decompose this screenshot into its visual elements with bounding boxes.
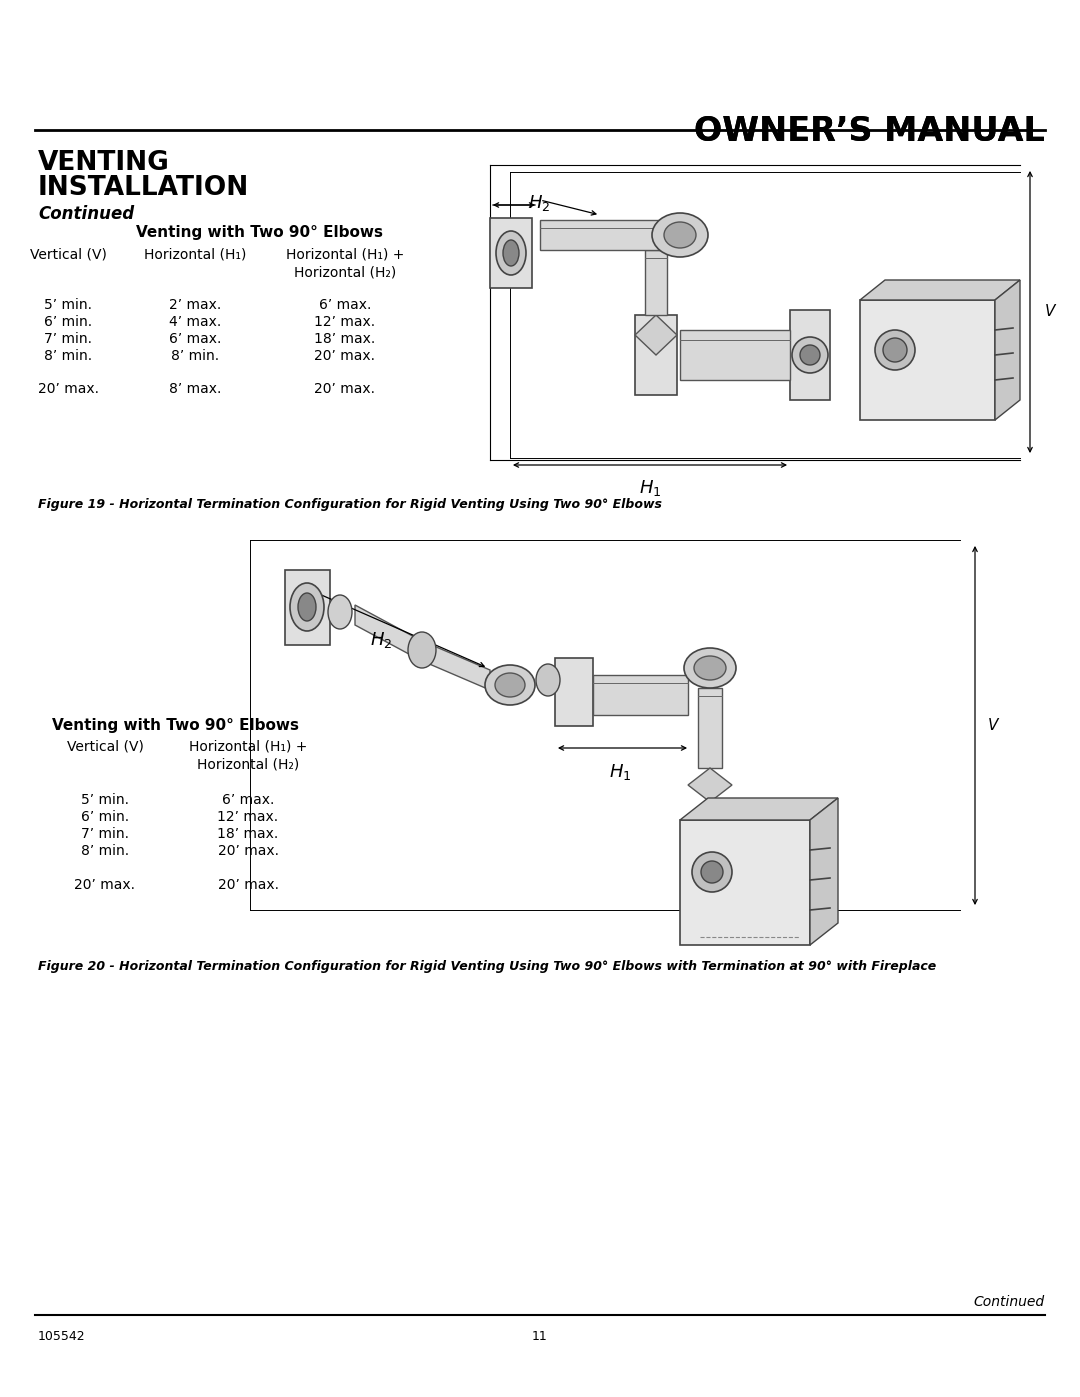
Text: Figure 20 - Horizontal Termination Configuration for Rigid Venting Using Two 90°: Figure 20 - Horizontal Termination Confi… <box>38 960 936 972</box>
Polygon shape <box>355 605 420 659</box>
Text: 20’ max.: 20’ max. <box>217 877 279 893</box>
Polygon shape <box>680 798 838 820</box>
Text: $\it{H}_2$: $\it{H}_2$ <box>370 630 392 650</box>
Bar <box>645 250 667 314</box>
Ellipse shape <box>408 631 436 668</box>
Ellipse shape <box>684 648 735 687</box>
Text: 20’ max.: 20’ max. <box>217 844 279 858</box>
Ellipse shape <box>503 240 519 265</box>
Ellipse shape <box>652 212 708 257</box>
Text: Vertical (V): Vertical (V) <box>29 249 107 263</box>
Polygon shape <box>860 279 1020 300</box>
Bar <box>490 218 532 288</box>
Text: 18’ max.: 18’ max. <box>314 332 376 346</box>
Text: 7’ min.: 7’ min. <box>44 332 92 346</box>
Text: 6’ min.: 6’ min. <box>81 810 130 824</box>
Text: OWNER’S MANUAL: OWNER’S MANUAL <box>694 115 1045 148</box>
Text: Continued: Continued <box>38 205 134 224</box>
Bar <box>285 570 330 645</box>
Text: 2’ max.: 2’ max. <box>168 298 221 312</box>
Text: 8’ min.: 8’ min. <box>171 349 219 363</box>
Bar <box>593 675 688 715</box>
Text: 6’ min.: 6’ min. <box>44 314 92 330</box>
Ellipse shape <box>883 338 907 362</box>
Text: Horizontal (H₁) +: Horizontal (H₁) + <box>286 249 404 263</box>
Ellipse shape <box>291 583 324 631</box>
Ellipse shape <box>496 231 526 275</box>
Text: 12’ max.: 12’ max. <box>217 810 279 824</box>
Bar <box>680 330 789 380</box>
Text: Venting with Two 90° Elbows: Venting with Two 90° Elbows <box>136 225 383 240</box>
Ellipse shape <box>495 673 525 697</box>
Text: 5’ min.: 5’ min. <box>44 298 92 312</box>
Text: 7’ min.: 7’ min. <box>81 827 129 841</box>
Text: 6’ max.: 6’ max. <box>221 793 274 807</box>
Ellipse shape <box>800 345 820 365</box>
Text: 20’ max.: 20’ max. <box>75 877 135 893</box>
Text: VENTING: VENTING <box>38 149 170 176</box>
Text: 5’ min.: 5’ min. <box>81 793 129 807</box>
Text: $\it{H}_1$: $\it{H}_1$ <box>638 478 661 497</box>
Text: V: V <box>1045 305 1055 320</box>
Text: $\it{H}_1$: $\it{H}_1$ <box>609 761 631 782</box>
Text: Horizontal (H₁) +: Horizontal (H₁) + <box>189 740 307 754</box>
Bar <box>680 820 810 944</box>
Ellipse shape <box>692 852 732 893</box>
Polygon shape <box>995 279 1020 420</box>
Text: 8’ min.: 8’ min. <box>44 349 92 363</box>
Polygon shape <box>688 768 732 802</box>
Ellipse shape <box>875 330 915 370</box>
Text: Horizontal (H₂): Horizontal (H₂) <box>294 265 396 279</box>
Text: 12’ max.: 12’ max. <box>314 314 376 330</box>
Bar <box>555 658 593 726</box>
Text: V: V <box>988 718 998 732</box>
Text: 4’ max.: 4’ max. <box>168 314 221 330</box>
Text: 20’ max.: 20’ max. <box>38 381 98 395</box>
Ellipse shape <box>328 595 352 629</box>
Text: $\it{H}_2$: $\it{H}_2$ <box>528 193 551 212</box>
Polygon shape <box>420 640 490 690</box>
Ellipse shape <box>701 861 723 883</box>
Bar <box>698 687 723 768</box>
Polygon shape <box>810 798 838 944</box>
Text: Vertical (V): Vertical (V) <box>67 740 144 754</box>
Text: INSTALLATION: INSTALLATION <box>38 175 249 201</box>
Ellipse shape <box>298 592 316 622</box>
Ellipse shape <box>536 664 561 696</box>
Ellipse shape <box>664 222 696 249</box>
Ellipse shape <box>694 657 726 680</box>
Text: Venting with Two 90° Elbows: Venting with Two 90° Elbows <box>52 718 298 733</box>
Bar <box>789 310 831 400</box>
Text: 8’ max.: 8’ max. <box>168 381 221 395</box>
Text: 11: 11 <box>532 1330 548 1343</box>
Bar <box>540 219 660 250</box>
Text: Horizontal (H₂): Horizontal (H₂) <box>197 759 299 773</box>
Text: 105542: 105542 <box>38 1330 85 1343</box>
Text: Continued: Continued <box>974 1295 1045 1309</box>
Bar <box>635 314 677 395</box>
Text: OWNER’S MANUAL: OWNER’S MANUAL <box>694 115 1045 148</box>
Text: Horizontal (H₁): Horizontal (H₁) <box>144 249 246 263</box>
Bar <box>860 300 995 420</box>
Text: 20’ max.: 20’ max. <box>314 381 376 395</box>
Ellipse shape <box>792 337 828 373</box>
Text: 6’ max.: 6’ max. <box>319 298 372 312</box>
Polygon shape <box>635 314 677 355</box>
Text: 20’ max.: 20’ max. <box>314 349 376 363</box>
Text: 8’ min.: 8’ min. <box>81 844 130 858</box>
Text: 6’ max.: 6’ max. <box>168 332 221 346</box>
Ellipse shape <box>485 665 535 705</box>
Text: Figure 19 - Horizontal Termination Configuration for Rigid Venting Using Two 90°: Figure 19 - Horizontal Termination Confi… <box>38 497 662 511</box>
Text: 18’ max.: 18’ max. <box>217 827 279 841</box>
